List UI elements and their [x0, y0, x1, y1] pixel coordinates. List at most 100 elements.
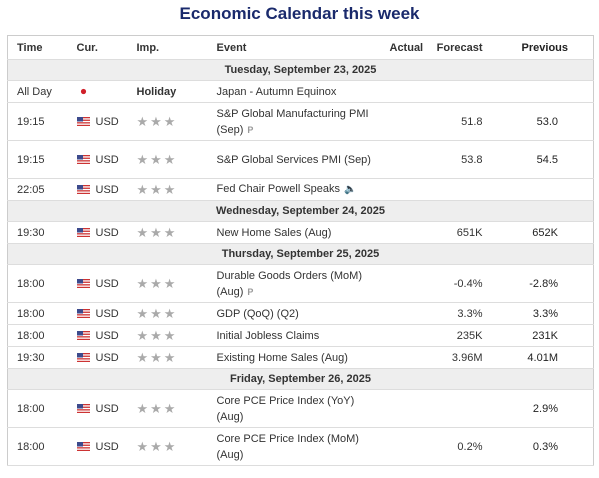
column-header: Actual [380, 35, 426, 60]
forecast: 53.8 [461, 153, 483, 166]
event-cell: Core PCE Price Index (YoY) (Aug) [207, 389, 381, 428]
forecast: 51.8 [461, 115, 483, 128]
importance-cell: ★★★ [127, 427, 208, 466]
currency-cell: USD [67, 324, 128, 347]
date-cell: Friday, September 26, 2025 [7, 368, 594, 390]
date-cell: Tuesday, September 23, 2025 [7, 59, 594, 81]
previous: 53.0 [536, 115, 558, 128]
previous-cell: 54.5 [487, 140, 594, 179]
calendar-table: Time Cur. Imp. Event Actual Forecast Previous … [7, 35, 594, 466]
currency-cell: USD [67, 389, 128, 428]
event-name: Core PCE Price Index (YoY) (Aug) [216, 394, 355, 423]
event-cell: Fed Chair Powell Speaks 🔈 [207, 178, 381, 201]
currency: USD [95, 277, 119, 290]
event-cell: Core PCE Price Index (MoM) (Aug) [207, 427, 381, 466]
event-row: All Day Holiday Japan - Autumn Equinox [7, 80, 594, 103]
actual-cell [380, 346, 426, 369]
time-cell: 22:05 [7, 178, 68, 201]
importance-stars: ★★★ [136, 181, 178, 197]
date-row: Friday, September 26, 2025 [7, 368, 594, 390]
speech-icon: 🔈 [344, 184, 357, 195]
currency: USD [95, 115, 119, 128]
title: Economic Calendar this week [179, 4, 420, 23]
time-cell: 18:00 [7, 264, 68, 303]
time-cell: 18:00 [7, 427, 68, 466]
event-wrap: Existing Home Sales (Aug) [217, 350, 377, 366]
importance-cell: ★★★ [127, 178, 208, 201]
actual-cell [380, 80, 426, 103]
forecast: 0.2% [457, 440, 483, 453]
event-row: 19:30 USD ★★★ New Home Sales (Aug) 651K 652K [7, 221, 594, 244]
column-header: Forecast [425, 35, 488, 60]
date-row: Thursday, September 25, 2025 [7, 243, 594, 265]
preliminary-marker: P [247, 286, 254, 297]
importance-cell: ★★★ [127, 264, 208, 303]
forecast-cell [425, 178, 488, 201]
date-cell: Thursday, September 25, 2025 [7, 243, 594, 265]
importance-stars: ★★★ [136, 305, 178, 321]
importance-stars: ★★★ [136, 113, 178, 129]
column-header: Cur. [67, 35, 128, 60]
actual-cell [380, 427, 426, 466]
forecast-cell: 651K [425, 221, 488, 244]
forecast: 3.3% [457, 307, 483, 320]
previous-cell: 0.3% [487, 427, 594, 466]
importance-stars: ★★★ [136, 438, 178, 454]
importance-stars: ★★★ [136, 327, 178, 343]
forecast-cell [425, 389, 488, 428]
event-name: New Home Sales (Aug) [216, 226, 332, 239]
actual-cell [380, 324, 426, 347]
forecast-cell: 3.3% [425, 302, 488, 325]
us-flag [76, 155, 90, 165]
previous-cell [487, 178, 594, 201]
us-flag [76, 309, 90, 319]
currency-cell: USD [67, 346, 128, 369]
previous: 3.3% [532, 307, 558, 320]
importance-stars: ★★★ [136, 349, 178, 365]
currency-cell: USD [67, 302, 128, 325]
event-cell: New Home Sales (Aug) [207, 221, 381, 244]
forecast-cell: -0.4% [425, 264, 488, 303]
actual-cell [380, 302, 426, 325]
forecast: -0.4% [453, 277, 483, 290]
event-wrap: Core PCE Price Index (YoY) (Aug) [217, 393, 377, 425]
previous-cell: -2.8% [487, 264, 594, 303]
actual-cell [380, 140, 426, 179]
previous-cell: 2.9% [487, 389, 594, 428]
importance-cell: Holiday [127, 80, 208, 103]
us-flag [76, 228, 90, 238]
importance-cell: ★★★ [127, 221, 208, 244]
previous-cell: 4.01M [487, 346, 594, 369]
event-name: Japan - Autumn Equinox [216, 85, 337, 98]
event-name: S&P Global Services PMI (Sep) [216, 153, 371, 166]
importance-cell: ★★★ [127, 389, 208, 428]
event-wrap: New Home Sales (Aug) [217, 225, 377, 241]
forecast-cell: 53.8 [425, 140, 488, 179]
previous: -2.8% [529, 277, 558, 290]
event-cell: Durable Goods Orders (MoM) (Aug) P [207, 264, 381, 303]
forecast-cell: 235K [425, 324, 488, 347]
previous-cell [487, 80, 594, 103]
currency-cell [67, 80, 128, 103]
importance-stars: ★★★ [136, 224, 178, 240]
us-flag [76, 331, 90, 341]
event-cell: S&P Global Services PMI (Sep) [207, 140, 381, 179]
event-row: 22:05 USD ★★★ Fed Chair Powell Speaks 🔈 [7, 178, 594, 201]
currency: USD [95, 351, 119, 364]
event-row: 19:30 USD ★★★ Existing Home Sales (Aug) 3.96… [7, 346, 594, 369]
currency-cell: USD [67, 221, 128, 244]
time-cell: 19:15 [7, 102, 68, 141]
event-name: GDP (QoQ) (Q2) [216, 307, 299, 320]
event-cell: GDP (QoQ) (Q2) [207, 302, 381, 325]
event-wrap: Japan - Autumn Equinox [217, 84, 377, 100]
previous-cell: 652K [487, 221, 594, 244]
previous: 652K [532, 226, 558, 239]
event-name: S&P Global Manufacturing PMI (Sep) [216, 107, 369, 136]
event-name: Fed Chair Powell Speaks [216, 183, 341, 195]
event-row: 18:00 USD ★★★ Durable Goods Orders (MoM) (A… [7, 264, 594, 303]
column-header: Imp. [127, 35, 208, 60]
importance-cell: ★★★ [127, 302, 208, 325]
time-cell: All Day [7, 80, 68, 103]
currency: USD [95, 440, 119, 453]
